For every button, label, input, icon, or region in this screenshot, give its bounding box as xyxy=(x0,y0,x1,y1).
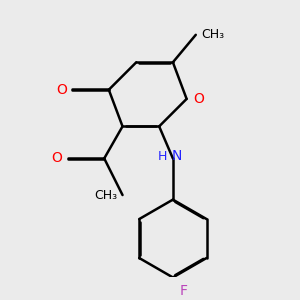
Text: O: O xyxy=(56,83,67,97)
Text: F: F xyxy=(180,284,188,298)
Text: CH₃: CH₃ xyxy=(94,188,117,202)
Text: H: H xyxy=(158,150,167,163)
Text: N: N xyxy=(172,149,182,163)
Text: CH₃: CH₃ xyxy=(201,28,224,41)
Text: O: O xyxy=(51,152,62,165)
Text: O: O xyxy=(194,92,204,106)
